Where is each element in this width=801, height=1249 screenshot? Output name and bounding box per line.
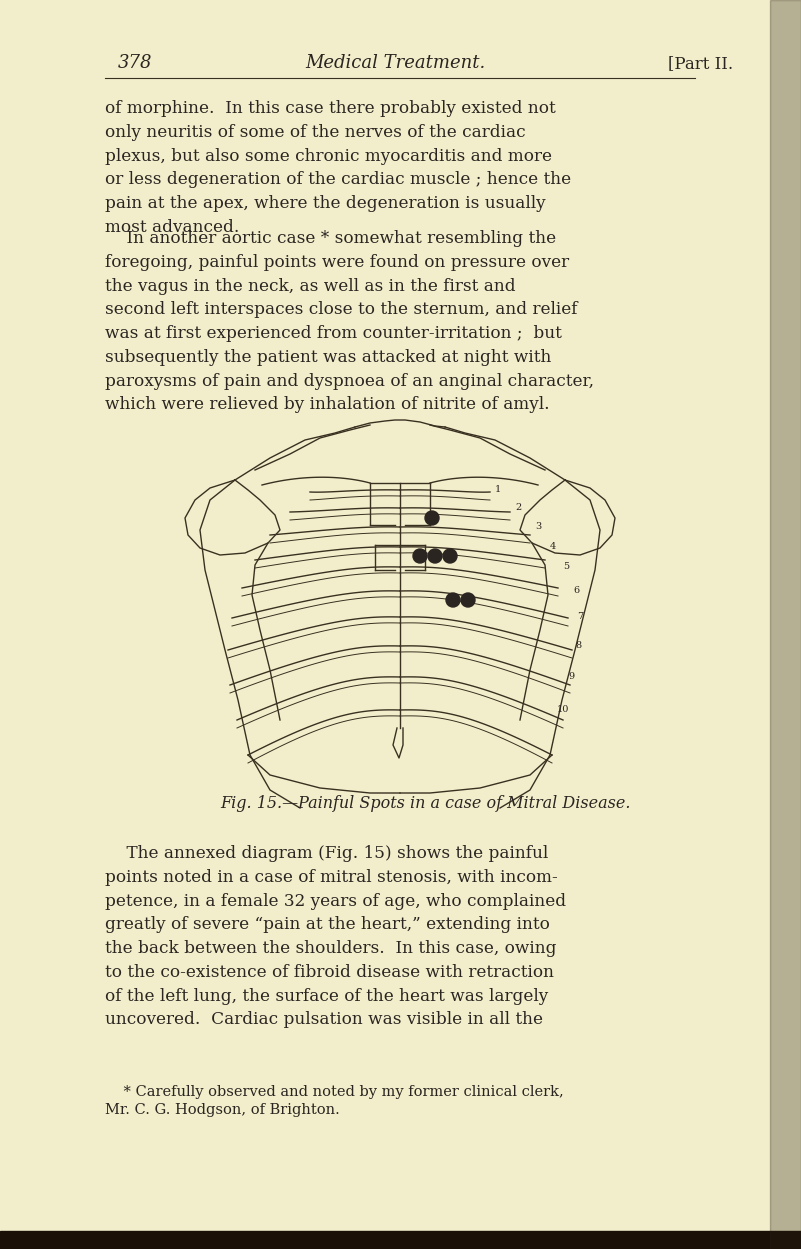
Text: 5: 5	[563, 562, 570, 571]
Circle shape	[443, 550, 457, 563]
Text: 1: 1	[495, 485, 501, 495]
Text: Mr. C. G. Hodgson, of Brighton.: Mr. C. G. Hodgson, of Brighton.	[105, 1103, 340, 1117]
Text: 6: 6	[573, 586, 579, 595]
Text: of morphine.  In this case there probably existed not
only neuritis of some of t: of morphine. In this case there probably…	[105, 100, 571, 236]
Circle shape	[461, 593, 475, 607]
Circle shape	[428, 550, 442, 563]
Text: 2: 2	[515, 503, 521, 512]
Text: The annexed diagram (Fig. 15) shows the painful
points noted in a case of mitral: The annexed diagram (Fig. 15) shows the …	[105, 846, 566, 1028]
Bar	[770, 0, 801, 1249]
Text: Fig. 15.—Painful Spots in a case of Mitral Disease.: Fig. 15.—Painful Spots in a case of Mitr…	[220, 796, 630, 812]
Circle shape	[425, 511, 439, 525]
Bar	[0, 1232, 801, 1249]
Circle shape	[413, 550, 427, 563]
Text: In another aortic case * somewhat resembling the
foregoing, painful points were : In another aortic case * somewhat resemb…	[105, 230, 594, 413]
Text: 8: 8	[575, 641, 581, 649]
Text: 10: 10	[557, 704, 570, 714]
Text: 7: 7	[577, 612, 583, 621]
Text: Medical Treatment.: Medical Treatment.	[305, 54, 485, 72]
Circle shape	[446, 593, 460, 607]
Text: 9: 9	[568, 672, 574, 681]
Text: 3: 3	[535, 522, 541, 531]
Text: [Part II.: [Part II.	[668, 55, 733, 72]
Text: * Carefully observed and noted by my former clinical clerk,: * Carefully observed and noted by my for…	[105, 1085, 564, 1099]
Text: 4: 4	[550, 542, 556, 551]
Text: 378: 378	[118, 54, 152, 72]
